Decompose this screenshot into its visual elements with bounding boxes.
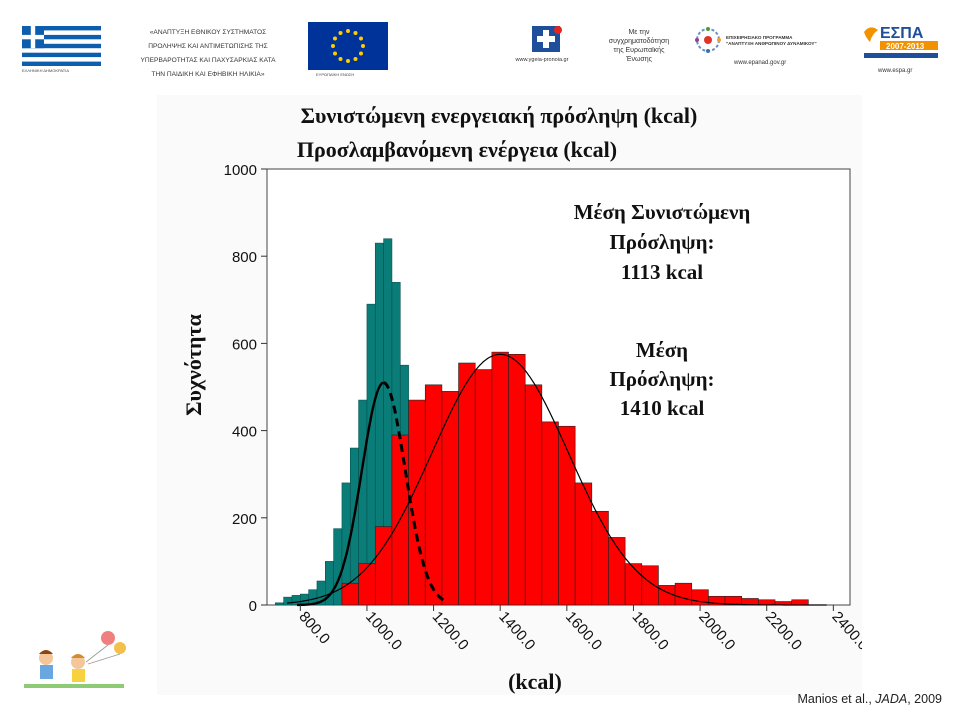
- program-logo-icon: [695, 27, 721, 53]
- normal-fit-curve: [383, 381, 448, 604]
- x-tick-label: 2200.0: [762, 608, 805, 653]
- histogram-bar-recommended: [333, 528, 343, 606]
- ministry-logo-icon: [532, 26, 562, 52]
- histogram-bar-recommended: [275, 602, 284, 606]
- y-tick-label: 600: [232, 336, 257, 353]
- histogram-bar-intake: [558, 425, 576, 606]
- histogram-bar-recommended: [291, 595, 301, 606]
- citation-journal: JADA: [875, 692, 908, 706]
- cofunding-note: Με την συγχρηματοδότηση της Ευρωπαϊκής Έ…: [594, 28, 684, 64]
- annotation-line: 1410 kcal: [620, 396, 705, 420]
- flag-caption: ΕΛΛΗΝΙΚΗ ΔΗΜΟΚΡΑΤΙΑ: [22, 68, 69, 73]
- eu-star: [333, 36, 338, 41]
- annotation-line: Μέση: [636, 338, 688, 362]
- project-title-line: «ΑΝΑΠΤΥΞΗ ΕΘΝΙΚΟΥ ΣΥΣΤΗΜΑΤΟΣ: [149, 29, 267, 36]
- histogram-bar-intake: [791, 599, 809, 606]
- y-tick-label: 0: [249, 598, 257, 615]
- y-tick-label: 200: [232, 511, 257, 528]
- chart-subtitle: Προσλαμβανόμενη ενέργεια (kcal): [297, 137, 617, 162]
- histogram-chart: Συνιστώμενη ενεργειακή πρόσληψη (kcal) Π…: [181, 103, 862, 694]
- eu-star: [346, 59, 350, 63]
- x-tick-label: 1000.0: [362, 608, 405, 653]
- citation-authors: Manios et al.,: [797, 692, 876, 706]
- histogram-bar-intake: [358, 563, 376, 606]
- chart-title: Συνιστώμενη ενεργειακή πρόσληψη (kcal): [301, 103, 698, 128]
- eu-star: [358, 51, 363, 56]
- eu-star: [353, 31, 358, 36]
- histogram-bar-intake: [508, 353, 526, 606]
- eu-star: [333, 51, 338, 56]
- header-logos: ΕΛΛΗΝΙΚΗ ΔΗΜΟΚΡΑΤΙΑ «ΑΝΑΠΤΥΞΗ ΕΘΝΙΚΟΥ ΣΥ…: [0, 0, 960, 90]
- eu-star: [331, 44, 335, 48]
- eu-caption: ΕΥΡΩΠΑΪΚΗ ΕΝΩΣΗ: [316, 72, 355, 77]
- y-tick-label: 800: [232, 249, 257, 266]
- x-tick-label: 1600.0: [562, 608, 605, 653]
- histogram-bar-intake: [674, 582, 693, 606]
- histogram-bar-intake: [458, 362, 476, 606]
- espa-title: ΕΣΠΑ: [880, 25, 924, 42]
- eu-star: [361, 44, 365, 48]
- annotation-line: Πρόσληψη:: [609, 367, 714, 391]
- children-illustration-icon: [24, 631, 126, 688]
- eu-star: [338, 56, 343, 61]
- y-axis-label: Συχνότητα: [181, 313, 206, 416]
- program-name-line: ΕΠΙΧΕΙΡΗΣΙΑΚΟ ΠΡΟΓΡΑΜΜΑ: [726, 35, 793, 40]
- ministry-url: www.ygeia-pronoia.gr: [515, 57, 569, 63]
- histogram-bar-intake: [491, 351, 509, 606]
- histogram-bar-recommended: [283, 596, 293, 606]
- y-tick-label: 400: [232, 424, 257, 441]
- x-tick-label: 1200.0: [429, 608, 472, 653]
- x-axis-label: (kcal): [508, 669, 562, 694]
- project-title-line: ΤΗΝ ΠΑΙΔΙΚΗ ΚΑΙ ΕΦΗΒΙΚΗ ΗΛΙΚΙΑ»: [151, 71, 265, 78]
- histogram-bar-intake: [474, 369, 493, 606]
- eu-star: [353, 56, 358, 61]
- eu-star: [338, 31, 343, 36]
- project-title-line: ΥΠΕΡΒΑΡΟΤΗΤΑΣ ΚΑΙ ΠΑΧΥΣΑΡΚΙΑΣ ΚΑΤΑ: [140, 57, 276, 64]
- x-tick-label: 2400.0: [828, 608, 862, 653]
- eu-star: [358, 36, 363, 41]
- program-name-line: "ΑΝΑΠΤΥΞΗ ΑΝΘΡΩΠΙΝΟΥ ΔΥΝΑΜΙΚΟΥ": [726, 41, 817, 46]
- x-tick-label: 800.0: [295, 608, 333, 647]
- x-tick-label: 1800.0: [628, 608, 671, 653]
- histogram-bar-intake: [524, 384, 543, 606]
- chart-panel: Συνιστώμενη ενεργειακή πρόσληψη (kcal) Π…: [157, 95, 862, 695]
- annotation-line: 1113 kcal: [621, 260, 703, 284]
- eu-flag-icon: [308, 22, 388, 70]
- annotation-line: Μέση Συνιστώμενη: [574, 200, 751, 224]
- cofunding-line: Ένωσης: [625, 56, 653, 63]
- y-tick-label: 1000: [224, 162, 257, 179]
- histogram-bar-intake: [441, 391, 459, 606]
- citation: Manios et al., JADA, 2009: [797, 692, 942, 706]
- histogram-bar-intake: [541, 421, 559, 606]
- espa-url: www.espa.gr: [878, 68, 913, 74]
- cofunding-line: συγχρηματοδότηση: [608, 38, 670, 45]
- histogram-bar-intake: [641, 565, 659, 606]
- citation-year: , 2009: [907, 692, 942, 706]
- cofunding-line: της Ευρωπαϊκής: [613, 47, 665, 54]
- espa-logo-icon: ΕΣΠΑ 2007-2013: [864, 25, 938, 58]
- cofunding-line: Με την: [628, 29, 650, 36]
- espa-years: 2007-2013: [886, 42, 925, 51]
- histogram-bar-intake: [591, 510, 609, 606]
- histogram-bar-intake: [624, 563, 643, 606]
- program-name: ΕΠΙΧΕΙΡΗΣΙΑΚΟ ΠΡΟΓΡΑΜΜΑ "ΑΝΑΠΤΥΞΗ ΑΝΘΡΩΠ…: [726, 35, 844, 47]
- x-tick-label: 1400.0: [495, 608, 538, 653]
- annotation-line: Πρόσληψη:: [609, 230, 714, 254]
- x-tick-label: 2000.0: [695, 608, 738, 653]
- normal-fit-curve: [297, 381, 385, 607]
- normal-fit-curve: [286, 353, 827, 606]
- greek-flag-icon: [22, 26, 101, 66]
- project-title: «ΑΝΑΠΤΥΞΗ ΕΘΝΙΚΟΥ ΣΥΣΤΗΜΑΤΟΣ ΠΡΟΛΗΨΗΣ ΚΑ…: [118, 26, 298, 82]
- project-title-line: ΠΡΟΛΗΨΗΣ ΚΑΙ ΑΝΤΙΜΕΤΩΠΙΣΗΣ ΤΗΣ: [148, 43, 268, 50]
- program-url: www.epanad.gov.gr: [734, 60, 787, 66]
- histogram-bar-intake: [574, 482, 593, 606]
- histogram-bar-intake: [424, 384, 443, 606]
- eu-star: [346, 29, 350, 33]
